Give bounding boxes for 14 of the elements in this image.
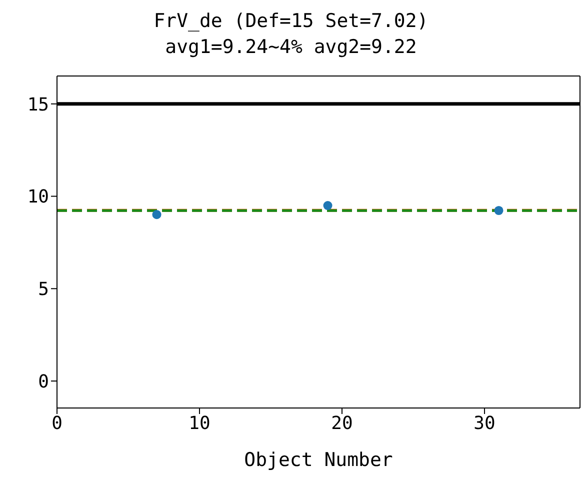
- chart-subtitle: avg1=9.24~4% avg2=9.22: [164, 35, 418, 60]
- x-axis-title: Object Number: [244, 449, 393, 471]
- point: [152, 210, 162, 220]
- x-tick-label: 10: [188, 412, 210, 434]
- point: [494, 206, 504, 216]
- y-tick-label: 5: [38, 279, 49, 300]
- x-tick-label: 0: [52, 412, 62, 434]
- x-tick-label: 20: [331, 412, 353, 434]
- chart-title: FrV_de (Def=15 Set=7.02): [152, 9, 430, 34]
- y-tick-label: 0: [38, 371, 49, 392]
- x-tick-label: 30: [474, 412, 496, 434]
- y-tick-label: 10: [27, 186, 49, 208]
- point: [323, 201, 332, 210]
- y-tick-label: 15: [27, 94, 49, 116]
